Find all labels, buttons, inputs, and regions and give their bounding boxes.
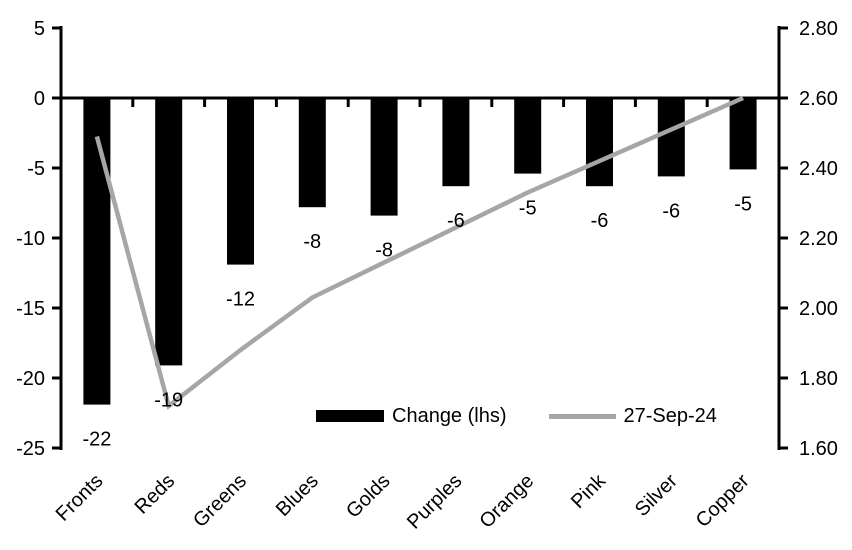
x-category-label-greens: Greens [189, 470, 251, 532]
bar-golds [370, 98, 398, 216]
legend-line-swatch-icon [548, 413, 616, 419]
bar-purples [442, 98, 470, 187]
bar-copper [729, 98, 757, 170]
left-axis-tick-label: -15 [16, 298, 45, 320]
left-axis-tick-label: -10 [16, 228, 45, 250]
right-axis-tick-label: 2.40 [799, 158, 838, 180]
left-axis-tick-label: -5 [27, 158, 45, 180]
legend: Change (lhs) 27-Sep-24 [316, 403, 717, 429]
bar-greens [227, 98, 254, 265]
x-category-label-reds: Reds [131, 470, 180, 519]
bar-value-label: -12 [226, 289, 255, 311]
bar-value-label: -8 [303, 231, 321, 253]
right-axis-tick-label: 2.00 [799, 298, 838, 320]
bar-value-label: -22 [82, 429, 111, 451]
right-axis-tick-label: 1.60 [799, 438, 838, 460]
right-axis-tick-label: 2.20 [799, 228, 838, 250]
bar-orange [514, 98, 542, 174]
x-category-label-golds: Golds [342, 470, 395, 523]
left-axis-tick-label: -20 [16, 368, 45, 390]
x-category-label-silver: Silver [631, 470, 682, 521]
bar-silver [657, 98, 685, 177]
left-axis-tick-label: 5 [34, 18, 45, 40]
x-category-label-pink: Pink [567, 469, 611, 513]
bar-value-label: -8 [375, 240, 393, 262]
bar-value-label: -19 [154, 389, 183, 411]
line-series-27-sep-24 [94, 95, 745, 410]
left-axis-tick-label: -25 [16, 438, 45, 460]
bar-value-label: -5 [734, 193, 752, 215]
x-category-label-purples: Purples [403, 470, 467, 534]
legend-label-change-lhs: Change (lhs) [392, 405, 507, 427]
x-category-label-copper: Copper [692, 470, 754, 532]
x-category-label-fronts: Fronts [52, 470, 108, 526]
legend-label-27-sep-24: 27-Sep-24 [623, 405, 717, 427]
bar-blues [298, 98, 326, 208]
legend-bar-swatch-icon [316, 410, 384, 422]
x-category-label-blues: Blues [272, 470, 323, 521]
right-axis-tick-label: 1.80 [799, 368, 838, 390]
bar-value-label: -5 [519, 198, 537, 220]
bar-fronts [83, 98, 111, 405]
right-axis-tick-label: 2.60 [799, 88, 838, 110]
bar-reds [155, 98, 183, 366]
right-axis-tick-label: 2.80 [799, 18, 838, 40]
bar-value-label: -6 [662, 200, 680, 222]
left-axis-tick-label: 0 [34, 88, 45, 110]
bar-value-label: -6 [447, 210, 465, 232]
x-category-label-orange: Orange [476, 470, 539, 533]
bar-value-label: -6 [591, 210, 609, 232]
bar-pink [586, 98, 613, 187]
